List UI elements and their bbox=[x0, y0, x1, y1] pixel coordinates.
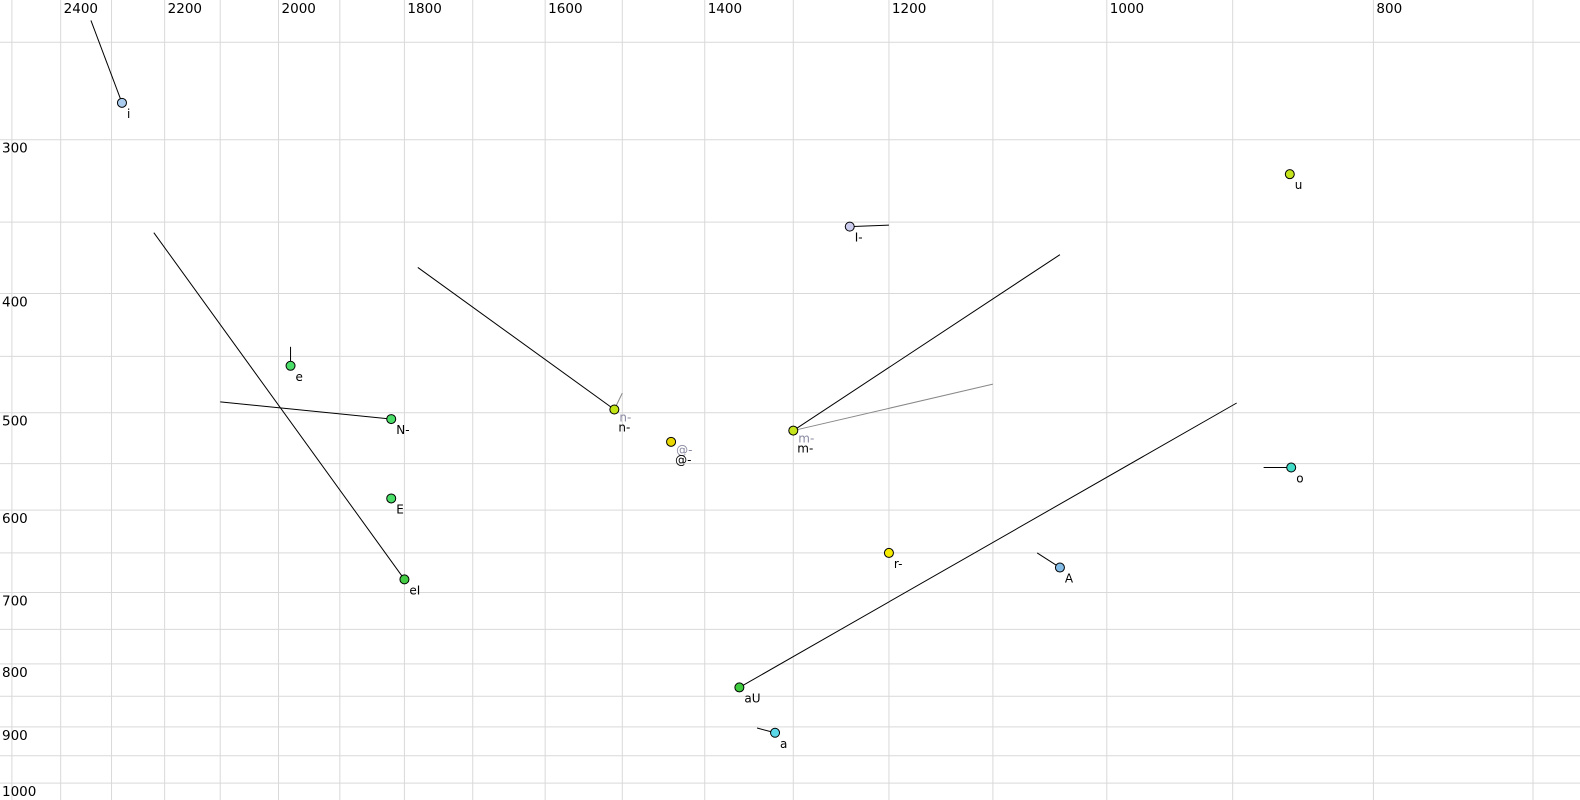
x-tick-label: 1000 bbox=[1110, 1, 1144, 17]
x-tick-label: 1400 bbox=[708, 1, 742, 17]
point-label-eI: eI bbox=[409, 583, 420, 597]
point-label-n-: n- bbox=[618, 420, 630, 434]
y-tick-label: 500 bbox=[2, 414, 28, 430]
y-tick-label: 300 bbox=[2, 141, 28, 157]
y-tick-label: 600 bbox=[2, 511, 28, 527]
point-label-i: i bbox=[127, 107, 130, 121]
point-label-E: E bbox=[396, 502, 404, 516]
trajectory-aU bbox=[739, 402, 1237, 688]
trajectory-eI bbox=[153, 232, 405, 580]
x-tick-label: 1200 bbox=[892, 1, 926, 17]
point-@-[interactable] bbox=[666, 436, 677, 447]
point-i[interactable] bbox=[116, 97, 127, 108]
point-label-u: u bbox=[1295, 178, 1303, 192]
y-tick-label: 1000 bbox=[2, 784, 36, 800]
point-e[interactable] bbox=[285, 360, 296, 371]
trajectory-m bbox=[793, 254, 1061, 431]
y-tick-label: 900 bbox=[2, 728, 28, 744]
point-eI[interactable] bbox=[399, 574, 410, 585]
point-a[interactable] bbox=[770, 727, 781, 738]
point-N-[interactable] bbox=[386, 414, 397, 425]
point-label-aU: aU bbox=[744, 691, 760, 705]
trajectory-N bbox=[220, 401, 392, 420]
point-label-gray-m-: m- bbox=[798, 432, 814, 446]
x-tick-label: 2200 bbox=[168, 1, 202, 17]
trajectory-i bbox=[90, 20, 123, 103]
x-tick-label: 2400 bbox=[64, 1, 98, 17]
point-r-[interactable] bbox=[883, 547, 894, 558]
trajectory-n bbox=[417, 267, 615, 410]
point-u[interactable] bbox=[1284, 169, 1295, 180]
point-label-I-: I- bbox=[855, 231, 863, 245]
point-A[interactable] bbox=[1054, 562, 1065, 573]
x-tick-label: 800 bbox=[1376, 1, 1402, 17]
y-tick-label: 700 bbox=[2, 594, 28, 610]
point-label-A: A bbox=[1065, 572, 1074, 586]
x-tick-label: 1600 bbox=[548, 1, 582, 17]
trajectory-m-gray bbox=[793, 383, 994, 432]
y-tick-label: 800 bbox=[2, 665, 28, 681]
point-label-o: o bbox=[1296, 472, 1303, 486]
point-I-[interactable] bbox=[844, 221, 855, 232]
point-label-a: a bbox=[780, 737, 787, 751]
x-tick-label: 2000 bbox=[282, 1, 316, 17]
point-aU[interactable] bbox=[734, 682, 745, 693]
point-label-r-: r- bbox=[894, 557, 903, 571]
trajectory-I bbox=[849, 224, 889, 228]
point-label-gray-@-: @- bbox=[676, 443, 692, 457]
point-label-@-: @- bbox=[675, 453, 691, 467]
point-m-[interactable] bbox=[788, 425, 799, 436]
point-label-m-: m- bbox=[797, 442, 813, 456]
point-label-N-: N- bbox=[396, 423, 409, 437]
point-n-[interactable] bbox=[609, 404, 620, 415]
x-tick-label: 1800 bbox=[407, 1, 441, 17]
point-label-gray-n-: n- bbox=[619, 410, 631, 424]
y-tick-label: 400 bbox=[2, 294, 28, 310]
point-label-e: e bbox=[296, 370, 303, 384]
point-o[interactable] bbox=[1286, 462, 1297, 473]
point-E[interactable] bbox=[386, 493, 397, 504]
